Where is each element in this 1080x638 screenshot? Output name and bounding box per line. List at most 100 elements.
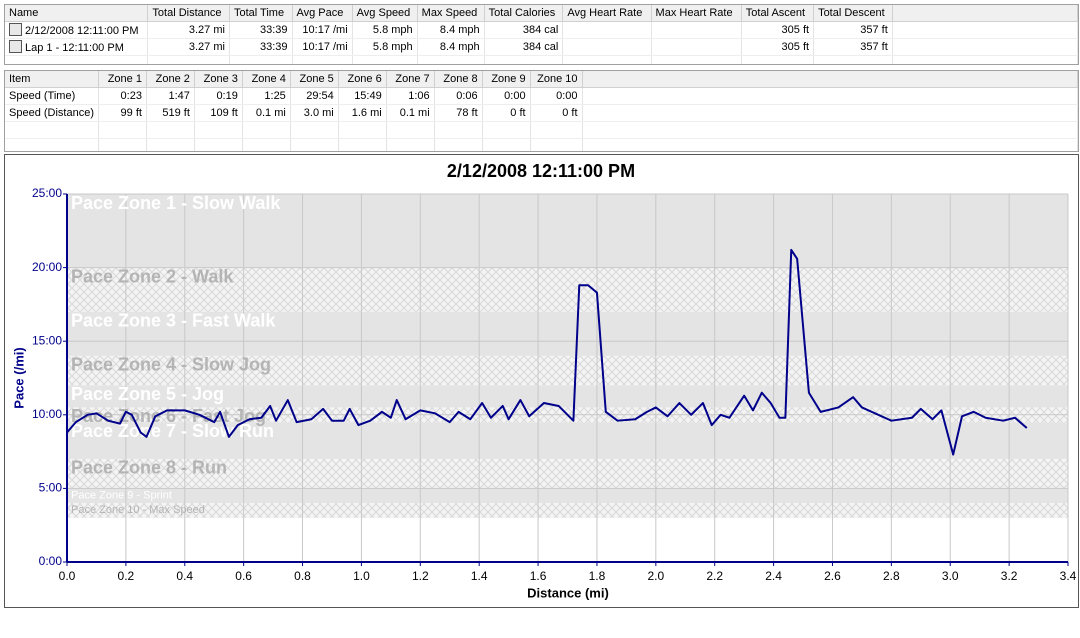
column-header: Zone 5 bbox=[290, 71, 339, 88]
pace-zone-band bbox=[67, 503, 1068, 518]
x-tick-label: 0.0 bbox=[59, 569, 76, 583]
table-cell: 1:06 bbox=[386, 87, 435, 105]
table-cell: 305 ft bbox=[741, 38, 815, 56]
pace-zone-label: Pace Zone 6 - Fast Jog bbox=[71, 406, 266, 426]
empty-cell bbox=[813, 55, 893, 64]
pace-zone-label: Pace Zone 4 - Slow Jog bbox=[71, 355, 271, 375]
table-cell: Speed (Time) bbox=[5, 87, 99, 105]
column-header: Item bbox=[5, 71, 99, 88]
table-cell-blank bbox=[892, 38, 1078, 56]
pace-zone-band bbox=[67, 385, 1068, 408]
empty-cell bbox=[290, 138, 339, 151]
x-tick-label: 1.4 bbox=[471, 569, 488, 583]
table-cell: 5.8 mph bbox=[352, 21, 418, 39]
table-cell: 5.8 mph bbox=[352, 38, 418, 56]
table-row: Speed (Time) 0:23 1:47 0:19 1:25 29:54 15:49 1:… bbox=[5, 87, 1078, 105]
column-header: Zone 2 bbox=[146, 71, 195, 88]
pace-zone-band bbox=[67, 488, 1068, 504]
x-tick-label: 3.2 bbox=[1001, 569, 1018, 583]
y-tick-label: 5:00 bbox=[39, 481, 63, 495]
table-cell: 78 ft bbox=[434, 104, 483, 122]
column-header: Zone 10 bbox=[530, 71, 583, 88]
table-cell bbox=[651, 38, 742, 56]
pace-zone-band bbox=[67, 422, 1068, 459]
x-tick-label: 0.8 bbox=[294, 569, 311, 583]
x-tick-label: 3.4 bbox=[1060, 569, 1077, 583]
empty-cell bbox=[482, 121, 531, 139]
table-cell: 519 ft bbox=[146, 104, 195, 122]
table-row: Speed (Distance) 99 ft 519 ft 109 ft 0.1 mi 3… bbox=[5, 104, 1078, 122]
chart-title: 2/12/2008 12:11:00 PM bbox=[447, 161, 635, 181]
column-header: Avg Heart Rate bbox=[562, 5, 652, 22]
y-tick-label: 25:00 bbox=[32, 186, 62, 200]
empty-cell bbox=[5, 121, 99, 139]
empty-cell bbox=[434, 138, 483, 151]
column-header: Total Distance bbox=[147, 5, 230, 22]
empty-cell bbox=[292, 55, 353, 64]
column-header: Avg Pace bbox=[292, 5, 353, 22]
empty-cell bbox=[5, 138, 99, 151]
y-tick-label: 20:00 bbox=[32, 260, 62, 274]
empty-cell bbox=[229, 55, 293, 64]
empty-cell bbox=[194, 121, 243, 139]
empty-cell bbox=[146, 121, 195, 139]
empty-cell bbox=[417, 55, 485, 64]
empty-cell bbox=[98, 138, 147, 151]
table-cell: 3.27 mi bbox=[147, 38, 230, 56]
x-axis-label: Distance (mi) bbox=[527, 585, 609, 600]
table-cell: 0 ft bbox=[482, 104, 531, 122]
table-cell-blank bbox=[582, 87, 1078, 105]
column-header: Total Ascent bbox=[741, 5, 815, 22]
column-header-blank bbox=[892, 5, 1078, 22]
row-icon bbox=[9, 40, 22, 53]
column-header: Zone 6 bbox=[338, 71, 387, 88]
zone-panel: Item Zone 1 Zone 2 Zone 3 Zone 4 Zone 5 Zone 6… bbox=[4, 70, 1079, 152]
table-cell: 3.0 mi bbox=[290, 104, 339, 122]
column-header: Max Heart Rate bbox=[651, 5, 742, 22]
empty-cell bbox=[434, 121, 483, 139]
table-cell: 29:54 bbox=[290, 87, 339, 105]
table-cell bbox=[562, 21, 652, 39]
pace-zone-band bbox=[67, 311, 1068, 356]
column-header: Total Calories bbox=[484, 5, 564, 22]
column-header: Total Descent bbox=[813, 5, 893, 22]
pace-zone-label: Pace Zone 9 - Sprint bbox=[71, 489, 172, 501]
table-cell: 109 ft bbox=[194, 104, 243, 122]
pace-zone-label: Pace Zone 1 - Slow Walk bbox=[71, 193, 281, 213]
pace-line bbox=[66, 248, 1028, 456]
x-tick-label: 0.2 bbox=[118, 569, 135, 583]
table-cell bbox=[562, 38, 652, 56]
table-cell: 305 ft bbox=[741, 21, 815, 39]
empty-cell bbox=[147, 55, 230, 64]
table-cell: 0.1 mi bbox=[242, 104, 291, 122]
empty-cell bbox=[484, 55, 564, 64]
lap-panel: Name Total Distance Total Time Avg Pace Avg … bbox=[4, 4, 1079, 65]
empty-cell bbox=[651, 55, 742, 64]
header-row: Name Total Distance Total Time Avg Pace Avg … bbox=[5, 5, 1078, 22]
empty-cell bbox=[242, 121, 291, 139]
x-tick-label: 3.0 bbox=[942, 569, 959, 583]
table-cell: 384 cal bbox=[484, 38, 564, 56]
y-axis-label: Pace (/mi) bbox=[11, 347, 26, 408]
table-cell: 0:00 bbox=[530, 87, 583, 105]
column-header: Zone 4 bbox=[242, 71, 291, 88]
column-header: Avg Speed bbox=[352, 5, 418, 22]
empty-cell bbox=[338, 138, 387, 151]
empty-cell bbox=[582, 121, 1078, 139]
pace-zone-band bbox=[67, 267, 1068, 312]
column-header: Max Speed bbox=[417, 5, 485, 22]
table-cell: 2/12/2008 12:11:00 PM bbox=[5, 21, 149, 39]
y-tick-label: 15:00 bbox=[32, 333, 62, 347]
table-cell: Lap 1 - 12:11:00 PM bbox=[5, 38, 149, 56]
table-cell: 0:06 bbox=[434, 87, 483, 105]
table-cell: 10:17 /mi bbox=[292, 38, 353, 56]
column-header: Zone 1 bbox=[98, 71, 147, 88]
table-cell: 0.1 mi bbox=[386, 104, 435, 122]
header-row: Item Zone 1 Zone 2 Zone 3 Zone 4 Zone 5 Zone 6… bbox=[5, 71, 1078, 88]
pace-zone-label: Pace Zone 3 - Fast Walk bbox=[71, 311, 276, 331]
empty-cell bbox=[146, 138, 195, 151]
x-tick-label: 2.4 bbox=[765, 569, 782, 583]
x-tick-label: 2.8 bbox=[883, 569, 900, 583]
